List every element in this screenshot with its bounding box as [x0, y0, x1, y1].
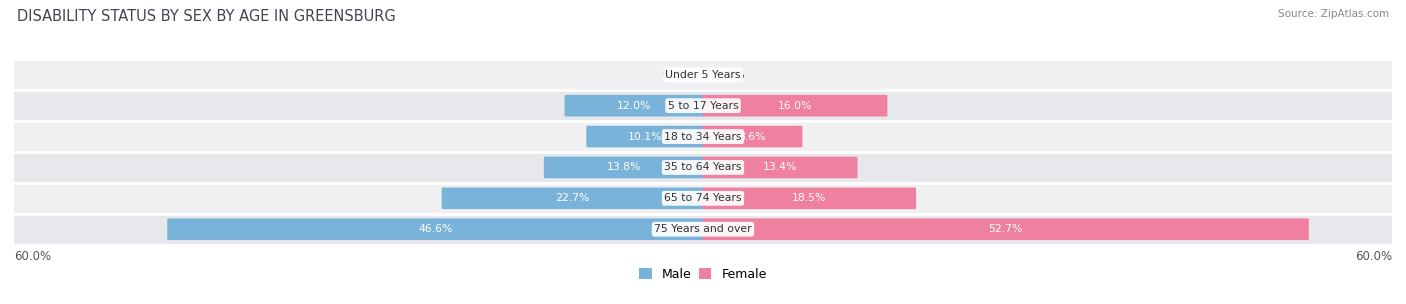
Bar: [0, 214, 1406, 245]
Bar: [0, 152, 1406, 183]
Text: 35 to 64 Years: 35 to 64 Years: [664, 162, 742, 172]
Text: 18.5%: 18.5%: [792, 193, 827, 203]
Bar: [0, 90, 1406, 121]
Text: 12.0%: 12.0%: [617, 101, 651, 111]
Text: 10.1%: 10.1%: [627, 132, 662, 142]
Text: 18 to 34 Years: 18 to 34 Years: [664, 132, 742, 142]
FancyBboxPatch shape: [703, 95, 887, 116]
FancyBboxPatch shape: [544, 157, 703, 178]
Text: 13.4%: 13.4%: [762, 162, 797, 172]
FancyBboxPatch shape: [703, 218, 1309, 240]
Text: Under 5 Years: Under 5 Years: [665, 70, 741, 80]
Text: Source: ZipAtlas.com: Source: ZipAtlas.com: [1278, 9, 1389, 19]
Text: 22.7%: 22.7%: [555, 193, 591, 203]
Text: 13.8%: 13.8%: [606, 162, 641, 172]
Text: 60.0%: 60.0%: [14, 250, 51, 263]
Text: 5 to 17 Years: 5 to 17 Years: [668, 101, 738, 111]
Bar: [0, 59, 1406, 90]
Bar: [0, 121, 1406, 152]
Text: 16.0%: 16.0%: [778, 101, 813, 111]
Text: 8.6%: 8.6%: [738, 132, 766, 142]
FancyBboxPatch shape: [441, 188, 703, 209]
Text: 46.6%: 46.6%: [418, 224, 453, 234]
FancyBboxPatch shape: [703, 188, 917, 209]
Bar: [0, 183, 1406, 214]
Legend: Male, Female: Male, Female: [634, 263, 772, 286]
Text: 52.7%: 52.7%: [988, 224, 1022, 234]
FancyBboxPatch shape: [167, 218, 703, 240]
Text: 0.0%: 0.0%: [661, 70, 689, 80]
FancyBboxPatch shape: [586, 126, 703, 147]
Text: 0.0%: 0.0%: [717, 70, 745, 80]
FancyBboxPatch shape: [703, 157, 858, 178]
Text: DISABILITY STATUS BY SEX BY AGE IN GREENSBURG: DISABILITY STATUS BY SEX BY AGE IN GREEN…: [17, 9, 395, 24]
Text: 60.0%: 60.0%: [1355, 250, 1392, 263]
FancyBboxPatch shape: [703, 126, 803, 147]
FancyBboxPatch shape: [565, 95, 703, 116]
Text: 65 to 74 Years: 65 to 74 Years: [664, 193, 742, 203]
Text: 75 Years and over: 75 Years and over: [654, 224, 752, 234]
